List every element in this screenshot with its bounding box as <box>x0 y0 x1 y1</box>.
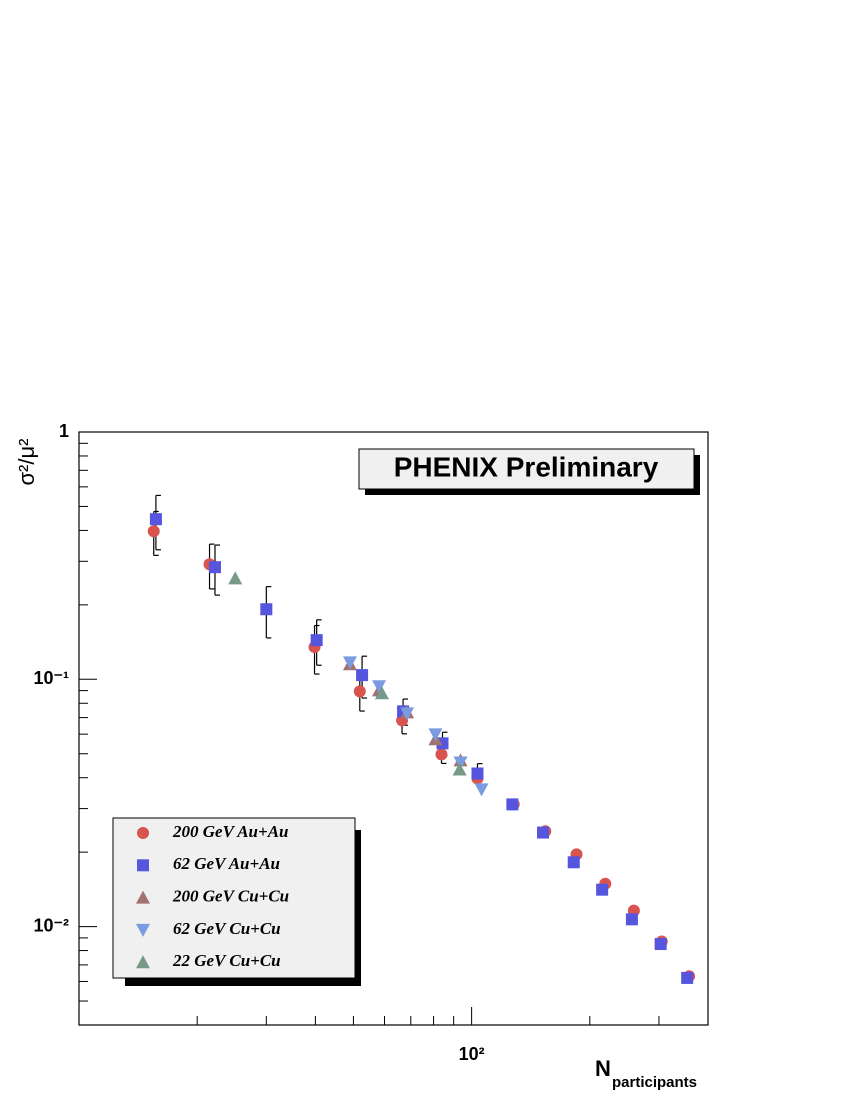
x-axis-label-sub: participants <box>612 1074 697 1091</box>
point <box>147 525 160 538</box>
point <box>453 756 468 770</box>
point <box>596 883 609 896</box>
point <box>374 686 389 700</box>
x-axis-label: N <box>595 1056 611 1081</box>
y-axis-label: σ²/μ² <box>14 438 39 485</box>
point <box>474 783 489 797</box>
y-tick-label: 10⁻² <box>33 915 69 935</box>
legend-label: 200 GeV Au+Au <box>172 822 289 841</box>
point <box>537 826 550 839</box>
point <box>681 971 694 984</box>
point <box>400 707 415 721</box>
point <box>356 669 369 682</box>
title-box <box>358 448 695 490</box>
legend-marker <box>136 890 150 904</box>
point <box>567 856 580 869</box>
point <box>149 513 162 526</box>
x-tick-label: 10² <box>459 1044 485 1064</box>
legend-label: 200 GeV Cu+Cu <box>172 887 289 906</box>
point <box>228 571 243 585</box>
point <box>208 561 221 574</box>
legend-marker <box>136 955 150 969</box>
point <box>310 634 323 647</box>
point <box>654 938 667 951</box>
point <box>260 603 273 616</box>
legend-label: 62 GeV Cu+Cu <box>173 919 281 938</box>
legend-marker <box>136 923 150 937</box>
y-tick-label: 10⁻¹ <box>33 668 69 688</box>
legend-marker <box>137 827 149 839</box>
legend-label: 62 GeV Au+Au <box>173 854 280 873</box>
y-tick-label: 1 <box>59 421 69 441</box>
point <box>353 685 366 698</box>
point <box>625 913 638 926</box>
legend-marker <box>137 859 149 872</box>
point <box>452 762 467 776</box>
point <box>372 680 387 694</box>
point <box>342 656 357 670</box>
plot-frame <box>78 431 709 1026</box>
legend-label: 22 GeV Cu+Cu <box>172 951 281 970</box>
legend-box <box>112 817 356 979</box>
point <box>428 728 443 742</box>
point <box>506 798 519 811</box>
point <box>471 767 484 780</box>
chart-title: PHENIX Preliminary <box>394 451 659 482</box>
point <box>435 748 448 761</box>
